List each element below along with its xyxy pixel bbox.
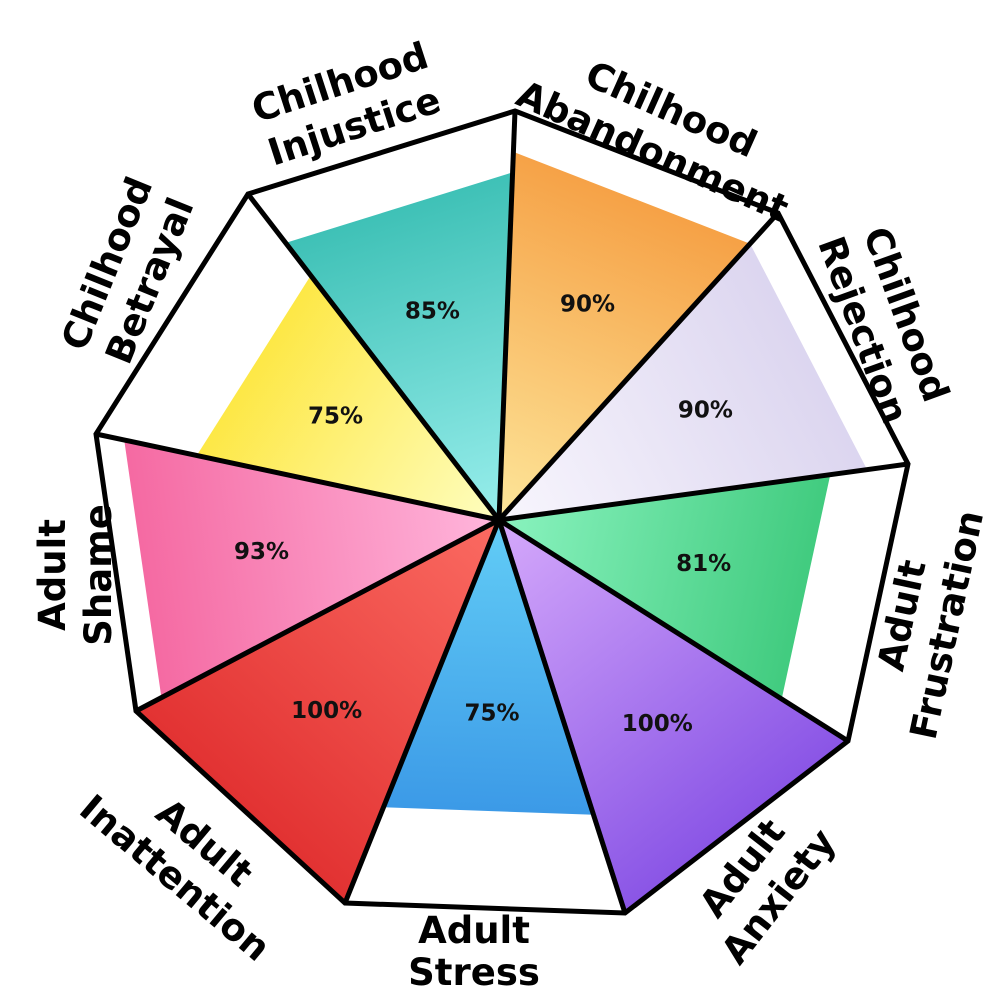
value-label: 100%: [291, 698, 362, 724]
value-label: 85%: [405, 298, 460, 324]
value-label: 81%: [676, 551, 731, 577]
segment-fills: [124, 151, 868, 913]
category-label: ChilhoodInjustice: [247, 34, 448, 175]
segment-adult-stress: [383, 520, 594, 815]
segment-chilhood-betrayal: [196, 275, 499, 520]
segment-divider: [246, 192, 501, 522]
segment-adult-inattention: [136, 520, 499, 903]
segment-divider: [134, 517, 501, 714]
segment-divider: [95, 431, 500, 523]
value-label: 75%: [308, 404, 363, 430]
segment-chilhood-abandonment: [499, 151, 751, 520]
value-label: 90%: [560, 292, 615, 318]
category-label: Adult Stress: [408, 909, 540, 994]
segment-adult-frustration: [499, 474, 831, 700]
segment-divider: [342, 519, 502, 904]
value-labels: 90% 90% 81% 100% 75% 100% 93% 75% 85%: [234, 292, 733, 738]
value-label: 100%: [622, 711, 693, 737]
segment-divider: [497, 517, 850, 744]
category-label: ChilhoodBetrayal: [53, 171, 204, 374]
value-label: 93%: [234, 539, 289, 565]
outer-nonagon: [93, 108, 911, 916]
chart-outline: [93, 108, 911, 916]
segment-chilhood-rejection: [499, 243, 868, 520]
segment-divider: [498, 461, 909, 523]
value-label: 90%: [678, 398, 733, 424]
segment-divider: [497, 211, 780, 522]
segment-divider: [496, 110, 518, 521]
segment-chilhood-injustice: [285, 172, 513, 520]
value-label: 75%: [464, 701, 519, 727]
segment-adult-anxiety: [499, 520, 848, 913]
category-label: AdultShame: [31, 504, 120, 646]
category-label: AdultFrustration: [857, 497, 992, 743]
segment-divider: [496, 519, 628, 914]
segment-dividers: [95, 110, 909, 914]
segment-adult-shame: [124, 440, 500, 698]
